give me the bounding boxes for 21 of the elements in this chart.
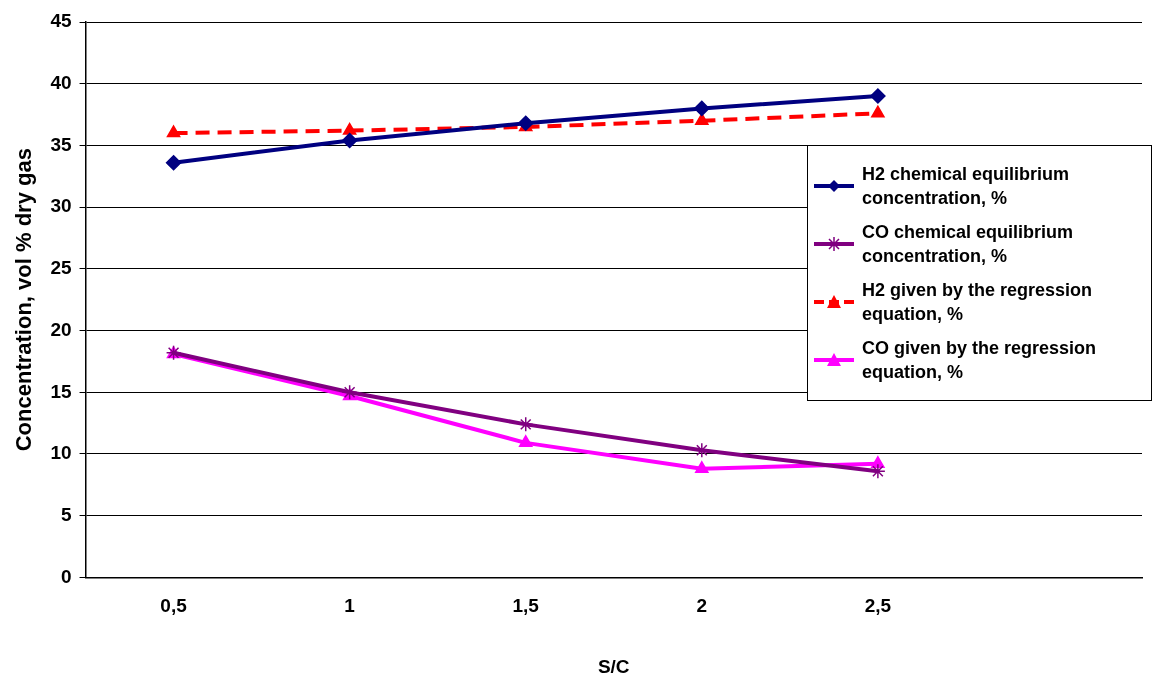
legend-label: CO given by the regression equation, %	[862, 337, 1098, 384]
x-tick-label: 1	[344, 595, 356, 617]
legend-label: CO chemical equilibrium concentration, %	[862, 221, 1075, 268]
x-tick-label: 2,5	[864, 595, 892, 617]
x-tick-label: 0,5	[160, 595, 188, 617]
y-tick-label: 20	[50, 318, 72, 340]
y-tick-label: 15	[50, 380, 72, 402]
x-tick-label: 2	[696, 595, 708, 617]
x-axis-title: S/C	[597, 655, 630, 677]
legend-label: H2 chemical equilibrium concentration, %	[862, 163, 1071, 210]
legend-label: H2 given by the regression equation, %	[862, 279, 1094, 326]
y-axis-title: Concentration, vol % dry gas	[11, 148, 37, 452]
y-tick-label: 45	[50, 10, 72, 32]
y-tick-label: 10	[50, 442, 72, 464]
y-tick-label: 40	[50, 71, 72, 93]
y-tick-label: 5	[60, 503, 72, 525]
y-tick-label: 35	[50, 133, 72, 155]
x-tick-label: 1,5	[512, 595, 540, 617]
y-tick-label: 0	[60, 565, 72, 587]
y-tick-label: 30	[50, 195, 72, 217]
y-tick-label: 25	[50, 257, 72, 279]
